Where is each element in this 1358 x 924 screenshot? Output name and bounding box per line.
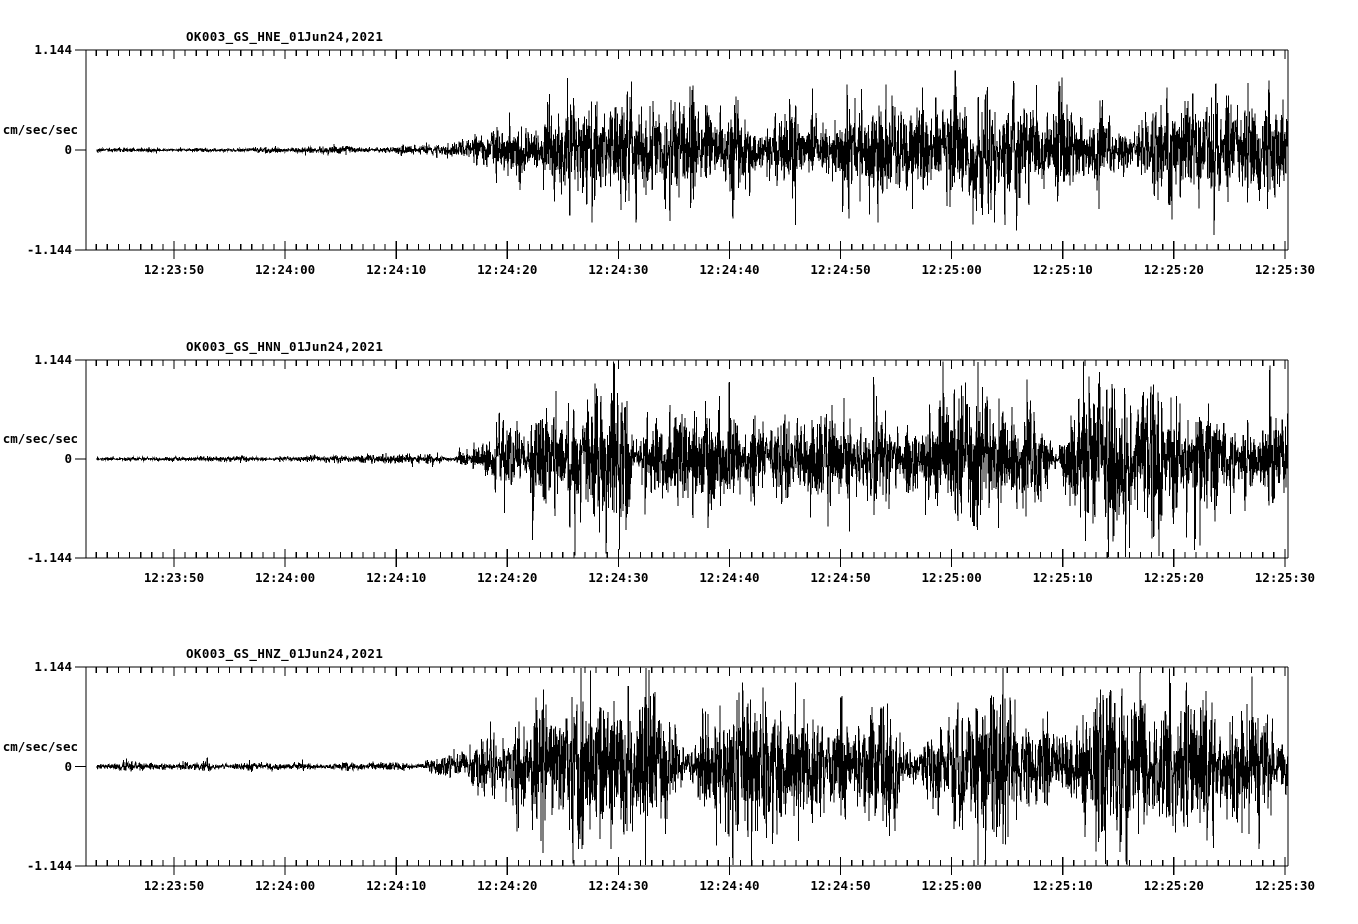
x-axis-tick-label: 12:24:20 (477, 570, 538, 585)
x-axis-tick-label: 12:24:50 (810, 878, 871, 893)
waveform-trace (96, 70, 1289, 235)
y-axis-min-label: -1.144 (26, 858, 72, 873)
x-axis-tick-label: 12:24:10 (366, 878, 427, 893)
panel-title: OK003_GS_HNE_01 (186, 29, 305, 44)
x-axis-tick-label: 12:25:20 (1143, 570, 1204, 585)
x-axis-tick-label: 12:25:00 (921, 262, 982, 277)
x-axis-tick-label: 12:24:10 (366, 262, 427, 277)
x-axis-tick-label: 12:24:00 (254, 262, 316, 277)
x-axis-tick-label: 12:24:40 (699, 570, 760, 585)
y-axis-units-label: cm/sec/sec (2, 122, 78, 137)
y-axis-min-label: -1.144 (26, 550, 72, 565)
x-axis-tick-label: 12:23:50 (143, 262, 205, 277)
x-axis-tick-label: 12:23:50 (143, 878, 205, 893)
panel-date: Jun24,2021 (304, 339, 384, 354)
x-axis-tick-label: 12:25:30 (1254, 262, 1315, 277)
x-axis-tick-label: 12:23:50 (143, 570, 205, 585)
y-axis-max-label: 1.144 (34, 42, 72, 57)
waveform-trace (96, 667, 1289, 866)
x-axis-tick-label: 12:24:50 (810, 262, 871, 277)
x-axis-tick-label: 12:25:10 (1032, 262, 1093, 277)
x-axis-tick-label: 12:24:20 (477, 878, 538, 893)
y-axis-zero-label: 0 (64, 142, 72, 157)
x-axis-tick-label: 12:25:20 (1143, 262, 1204, 277)
x-axis-tick-label: 12:24:00 (254, 878, 316, 893)
x-axis-tick-label: 12:24:30 (588, 878, 649, 893)
x-axis-tick-label: 12:24:30 (588, 262, 649, 277)
x-axis-tick-label: 12:25:20 (1143, 878, 1204, 893)
waveform-trace (96, 361, 1289, 558)
x-axis-tick-label: 12:24:30 (588, 570, 649, 585)
x-axis-tick-label: 12:24:50 (810, 570, 871, 585)
x-axis-tick-label: 12:24:40 (699, 262, 760, 277)
y-axis-max-label: 1.144 (34, 659, 72, 674)
y-axis-min-label: -1.144 (26, 242, 72, 257)
x-axis-tick-label: 12:25:10 (1032, 878, 1093, 893)
y-axis-units-label: cm/sec/sec (2, 431, 78, 446)
x-axis-tick-label: 12:24:00 (254, 570, 316, 585)
x-axis-tick-label: 12:25:00 (921, 878, 982, 893)
x-axis-tick-label: 12:24:20 (477, 262, 538, 277)
x-axis-tick-label: 12:25:10 (1032, 570, 1093, 585)
x-axis-tick-label: 12:25:30 (1254, 570, 1315, 585)
y-axis-zero-label: 0 (64, 451, 72, 466)
panel-date: Jun24,2021 (304, 646, 384, 661)
y-axis-max-label: 1.144 (34, 352, 72, 367)
panel-title: OK003_GS_HNN_01 (186, 339, 305, 354)
x-axis-tick-label: 12:24:40 (699, 878, 760, 893)
x-axis-tick-label: 12:25:30 (1254, 878, 1315, 893)
y-axis-units-label: cm/sec/sec (2, 738, 78, 754)
panel-title: OK003_GS_HNZ_01 (186, 646, 305, 661)
x-axis-tick-label: 12:24:10 (366, 570, 427, 585)
panel-date: Jun24,2021 (304, 29, 384, 44)
x-axis-tick-label: 12:25:00 (921, 570, 982, 585)
y-axis-zero-label: 0 (64, 758, 72, 774)
